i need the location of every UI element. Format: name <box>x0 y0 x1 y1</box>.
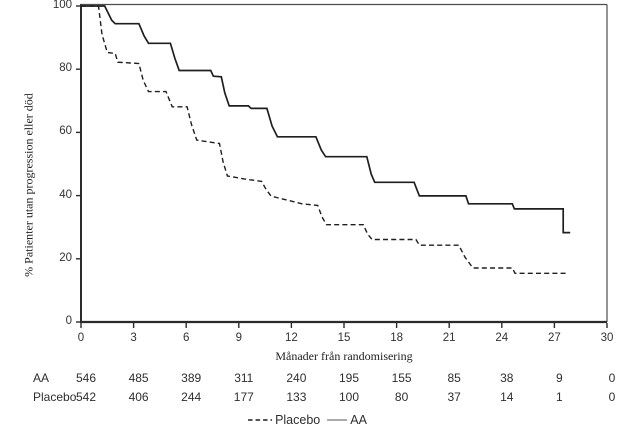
risk-value-aa-m18: 155 <box>391 371 412 385</box>
legend-label-placebo: Placebo <box>275 413 321 427</box>
risk-value-placebo-m6: 244 <box>181 390 202 404</box>
risk-value-placebo-m0: 542 <box>75 390 97 404</box>
risk-value-aa-m6: 389 <box>181 371 202 385</box>
x-tick-label-27: 27 <box>547 332 561 344</box>
y-tick-label-40: 40 <box>59 188 72 201</box>
y-tick-label-100: 100 <box>52 0 72 11</box>
risk-value-placebo-m21: 37 <box>447 390 461 404</box>
x-tick-label-24: 24 <box>495 332 509 344</box>
risk-value-aa-m3: 485 <box>128 371 149 385</box>
x-tick-label-6: 6 <box>182 332 190 344</box>
x-axis-title: Månader från randomisering <box>275 349 413 363</box>
legend-item-aa: AA <box>326 413 367 427</box>
risk-value-aa-m24: 38 <box>500 371 514 385</box>
risk-value-aa-m27: 9 <box>556 371 563 385</box>
risk-value-placebo-m3: 406 <box>128 390 149 404</box>
risk-value-aa-m9: 311 <box>234 371 254 385</box>
risk-value-placebo-m27: 1 <box>556 390 563 404</box>
legend-label-aa: AA <box>350 413 367 427</box>
curve-aa <box>81 5 571 234</box>
y-tick-label-0: 0 <box>65 315 72 327</box>
y-tick-label-80: 80 <box>59 62 72 75</box>
risk-value-aa-m0: 546 <box>75 371 97 385</box>
risk-value-aa-m30: 0 <box>608 371 616 385</box>
risk-value-aa-m15: 195 <box>338 371 360 385</box>
x-tick-label-9: 9 <box>235 332 242 344</box>
risk-value-placebo-m9: 177 <box>233 390 254 404</box>
legend-item-placebo: Placebo <box>247 413 320 427</box>
y-tick-label-60: 60 <box>59 125 72 138</box>
risk-value-aa-m12: 240 <box>286 371 307 385</box>
dashed-line-icon <box>248 419 273 421</box>
y-axis-title: % Patienter utan progression eller död <box>21 93 36 277</box>
risk-value-placebo-m15: 100 <box>338 390 360 404</box>
curve-placebo <box>81 5 567 274</box>
x-tick-label-21: 21 <box>442 332 456 344</box>
y-tick-label-20: 20 <box>59 251 72 264</box>
x-tick-label-12: 12 <box>284 332 298 344</box>
x-tick-label-18: 18 <box>390 332 403 344</box>
risk-value-aa-m21: 85 <box>447 371 461 385</box>
risk-row-label-aa: AA <box>33 371 50 385</box>
risk-value-placebo-m12: 133 <box>286 390 307 404</box>
x-tick-label-15: 15 <box>337 332 351 344</box>
risk-row-label-placebo: Placebo <box>33 390 77 404</box>
legend: Placebo AA <box>247 413 367 427</box>
x-tick-label-3: 3 <box>130 332 137 344</box>
x-tick-label-0: 0 <box>77 332 85 344</box>
risk-value-placebo-m18: 80 <box>394 390 409 404</box>
risk-value-placebo-m24: 14 <box>500 390 514 404</box>
x-tick-label-30: 30 <box>600 332 614 344</box>
risk-value-placebo-m30: 0 <box>608 390 616 404</box>
solid-line-icon <box>327 419 348 421</box>
